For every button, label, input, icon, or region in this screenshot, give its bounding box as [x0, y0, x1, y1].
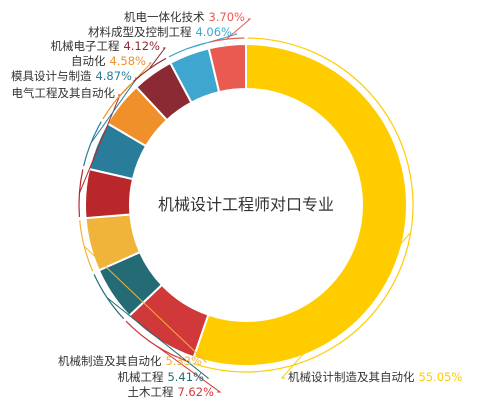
slice-label-value: 4.06%: [195, 25, 232, 39]
slice-label-4: 机械制造及其自动化 5.33%: [58, 354, 202, 368]
leader-line-4: [83, 245, 208, 363]
slice-label-name: 电气工程及其自动化: [12, 86, 116, 100]
slice-label-name: 模具设计与制造: [11, 69, 92, 83]
leader-line-group: [78, 18, 414, 393]
slice-group: [84, 42, 408, 367]
slice-label-name: 自动化: [71, 54, 106, 68]
slice-label-value: 4.87%: [95, 69, 132, 83]
slice-label-name: 机械设计制造及其自动化: [288, 370, 415, 384]
slice-label-value: 55.05%: [419, 370, 463, 384]
label-group: 机械设计制造及其自动化 55.05% 土木工程 7.62% 机械工程 5.41% 机械制造及…: [11, 10, 462, 399]
slice-10: [207, 42, 247, 94]
slice-1: [192, 42, 408, 367]
slice-label-value: 4.58%: [109, 54, 146, 68]
slice-label-value: 3.70%: [208, 10, 245, 24]
slice-label-value: 4.12%: [123, 39, 160, 53]
slice-label-value: 5.33%: [165, 354, 202, 368]
chart-title: 机械设计工程师对口专业: [158, 195, 334, 214]
leader-line-2: [155, 345, 222, 393]
leader-line-9: [186, 33, 238, 50]
slice-label-name: 机械电子工程: [50, 39, 119, 53]
slice-label-8: 机械电子工程 4.12%: [50, 39, 160, 53]
slice-label-10: 机电一体化技术 3.70%: [124, 10, 245, 24]
slice-label-name: 土木工程: [127, 385, 173, 399]
slice-label-name: 机电一体化技术: [124, 10, 205, 24]
slice-outer-arc-1: [193, 37, 414, 373]
slice-outer-arc-5: [78, 169, 84, 218]
slice-label-2: 土木工程 7.62%: [127, 385, 214, 399]
leader-line-3: [106, 297, 210, 379]
slice-label-1: 机械设计制造及其自动化 55.05%: [288, 370, 462, 384]
slice-label-7: 自动化 4.58%: [71, 54, 146, 68]
leader-line-1: [280, 232, 412, 379]
slice-label-5: 电气工程及其自动化: [12, 86, 116, 100]
slice-label-6: 模具设计与制造 4.87%: [11, 69, 132, 83]
slice-label-name: 材料成型及控制工程: [88, 25, 192, 39]
slice-label-3: 机械工程 5.41%: [117, 370, 204, 384]
leader-line-8: [148, 47, 167, 70]
slice-label-name: 机械制造及其自动化: [58, 354, 162, 368]
slice-label-value: 7.62%: [177, 385, 214, 399]
leader-line-10: [226, 18, 252, 40]
slice-label-value: 5.41%: [167, 370, 204, 384]
slice-label-9: 材料成型及控制工程 4.06%: [88, 25, 232, 39]
slice-label-name: 机械工程: [117, 370, 163, 384]
leader-line-7: [115, 62, 153, 101]
